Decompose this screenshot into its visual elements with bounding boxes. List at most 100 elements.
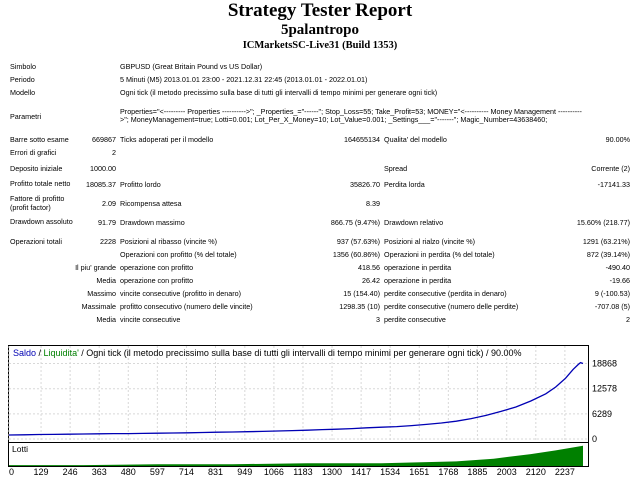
maximal-profit-label: profitto consecutivo (numero delle vinci…: [120, 302, 253, 311]
largest-profit-value: 418.56: [358, 263, 380, 272]
x-tick-label: 597: [150, 467, 165, 477]
symbol-value: GBPUSD (Great Britain Pound vs US Dollar…: [120, 62, 263, 71]
netprofit-label: Profitto totale netto: [10, 179, 71, 189]
maximal-label: Massimale: [81, 302, 116, 311]
model-label: Modello: [10, 88, 36, 97]
largest-label: Il piu' grande: [75, 263, 116, 272]
trades-label: Operazioni totali: [10, 237, 62, 246]
reldd-label: Drawdown relativo: [384, 218, 444, 227]
maximal-loss-value: -707.08 (5): [594, 302, 631, 311]
losstrades-value: 872 (39.14%): [586, 250, 631, 259]
maximal-loss-label: perdite consecutive (numero delle perdit…: [384, 302, 519, 311]
balance-plot-frame: [8, 345, 589, 443]
x-tick-label: 129: [34, 467, 49, 477]
grid-vertical: [8, 346, 566, 442]
avg-consec-losses-label: perdite consecutive: [384, 315, 446, 324]
server-info: ICMarketsSC-Live31 (Build 1353): [242, 40, 398, 51]
legend-saldo: Saldo: [13, 348, 36, 358]
x-tick-label: 1768: [438, 467, 458, 477]
y-tick-label: 0: [592, 434, 597, 444]
expected-label: Ricompensa attesa: [120, 199, 182, 208]
y-axis-ticks: 18868 12578 6289 0: [592, 359, 617, 444]
maximal-profit-value: 1298.35 (10): [339, 302, 380, 311]
errors-value: 2: [112, 148, 116, 157]
spread-value: Corrente (2): [591, 164, 631, 173]
profittrades-value: 1356 (60.86%): [332, 250, 380, 259]
ticks-label: Ticks adoperati per il modello: [120, 135, 214, 144]
x-tick-label: 0: [9, 467, 14, 477]
x-tick-label: 480: [121, 467, 136, 477]
absdd-value: 91.79: [98, 218, 116, 227]
model-value: Ogni tick (il metodo precissimo sulla ba…: [120, 88, 438, 97]
netprofit-value: 18085.37: [86, 180, 116, 189]
errors-label: Errori di grafici: [10, 148, 57, 157]
avg-profit-label: operazione con profitto: [120, 276, 194, 285]
report-table: Simbolo GBPUSD (Great Britain Pound vs U…: [8, 60, 632, 326]
x-tick-label: 2003: [497, 467, 517, 477]
max-consec-wins-value: 15 (154.40): [343, 289, 380, 298]
x-tick-label: 246: [63, 467, 78, 477]
absdd-label: Drawdown assoluto: [10, 217, 73, 227]
x-tick-label: 1534: [380, 467, 400, 477]
x-axis-ticks: 0 129 246 363 480 597 714 831 949 1066 1183 1300 141…: [9, 467, 575, 477]
deposit-value: 1000.00: [90, 164, 116, 173]
x-tick-label: 1183: [293, 467, 312, 477]
expert-name: 5palantropo: [280, 22, 360, 38]
short-label: Posizioni al ribasso (vincite %): [120, 237, 218, 246]
pf-value: 2.09: [102, 199, 116, 208]
largest-loss-value: -490.40: [605, 263, 631, 272]
x-tick-label: 2120: [526, 467, 546, 477]
x-tick-label: 363: [92, 467, 107, 477]
chart-legend: Saldo / Liquidita' / Ogni tick (il metod…: [13, 348, 521, 358]
expected-value: 8.39: [366, 199, 380, 208]
params-label: Parametri: [10, 111, 42, 121]
maxdd-value: 866.75 (9.47%): [330, 218, 380, 227]
grid-horizontal: [9, 363, 588, 440]
avg-profit-value: 26.42: [362, 276, 380, 285]
losstrades-label: Operazioni in perdita (% del totale): [384, 250, 495, 259]
quality-label: Qualita' del modello: [384, 135, 447, 144]
deposit-label: Deposito iniziale: [10, 164, 63, 173]
avg-loss-label: operazione in perdita: [384, 276, 452, 285]
grossprofit-label: Profitto lordo: [120, 180, 161, 189]
period-value: 5 Minuti (M5) 2013.01.01 23:00 - 2021.12…: [120, 75, 368, 84]
symbol-label: Simbolo: [10, 62, 36, 71]
balance-series-line: [8, 361, 584, 436]
legend-separator: /: [36, 348, 44, 358]
max-consec-wins-label: vincite consecutive (profitto in denaro): [120, 289, 242, 298]
y-tick-label: 6289: [592, 409, 612, 419]
legend-liquidita: Liquidita': [44, 348, 80, 358]
long-label: Posizioni al rialzo (vincite %): [384, 237, 476, 246]
lots-label: Lotti: [12, 444, 28, 454]
params-value: Properties="<--------- Properties ------…: [120, 106, 582, 124]
largest-loss-label: operazione in perdita: [384, 263, 452, 272]
bars-label: Barre sotto esame: [10, 135, 69, 144]
report-title: Strategy Tester Report: [227, 0, 413, 21]
maxdd-label: Drawdown massimo: [120, 218, 185, 227]
maximum-label: Massimo: [87, 289, 116, 298]
x-tick-label: 714: [179, 467, 194, 477]
quality-value: 90.00%: [605, 135, 631, 144]
average-label: Media: [96, 276, 116, 285]
grossprofit-value: 35826.70: [350, 180, 380, 189]
grossloss-value: -17141.33: [597, 180, 631, 189]
spread-label: Spread: [384, 164, 408, 173]
ticks-value: 164655134: [344, 135, 380, 144]
avg-consec-wins-value: 3: [376, 315, 380, 324]
balance-chart: Saldo / Liquidita' / Ogni tick (il metod…: [8, 345, 617, 477]
x-tick-label: 1651: [409, 467, 429, 477]
avg-consec-wins-label: vincite consecutive: [120, 315, 181, 324]
period-label: Periodo: [10, 75, 35, 84]
profittrades-label: Operazioni con profitto (% del totale): [120, 250, 237, 259]
pf-label: Fattore di profitto (profit factor): [10, 194, 65, 212]
x-tick-label: 1885: [467, 467, 487, 477]
long-value: 1291 (63.21%): [582, 237, 631, 246]
max-consec-losses-label: perdite consecutive (perdita in denaro): [384, 289, 507, 298]
avg-consec-losses-value: 2: [626, 315, 631, 324]
y-tick-label: 18868: [592, 359, 617, 369]
x-tick-label: 1300: [322, 467, 342, 477]
x-tick-label: 949: [237, 467, 252, 477]
trades-value: 2228: [100, 237, 116, 246]
short-value: 937 (57.63%): [336, 237, 380, 246]
x-tick-label: 1066: [264, 467, 284, 477]
